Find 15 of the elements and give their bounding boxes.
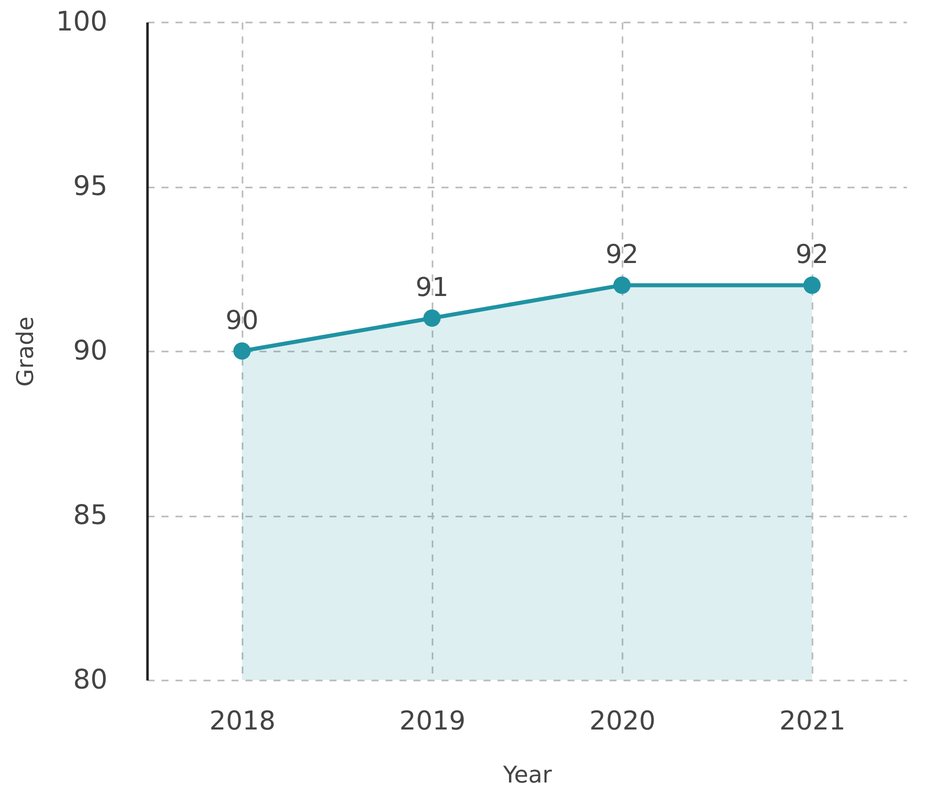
x-axis-title: Year [502, 762, 552, 788]
y-tick-label: 85 [73, 500, 108, 531]
x-tick-label: 2018 [209, 706, 276, 736]
data-label: 92 [795, 240, 829, 270]
data-label: 90 [225, 306, 259, 336]
y-tick-label: 90 [73, 336, 108, 366]
y-tick-label: 100 [56, 6, 108, 38]
y-tick-label: 95 [73, 171, 108, 202]
y-axis-title: Grade [12, 316, 39, 387]
y-tick-label: 80 [73, 664, 108, 696]
x-tick-label: 2020 [589, 706, 656, 736]
data-label: 91 [415, 273, 449, 304]
x-tick-label: 2021 [779, 706, 846, 736]
x-tick-label: 2019 [399, 706, 466, 736]
data-label: 92 [605, 240, 639, 270]
